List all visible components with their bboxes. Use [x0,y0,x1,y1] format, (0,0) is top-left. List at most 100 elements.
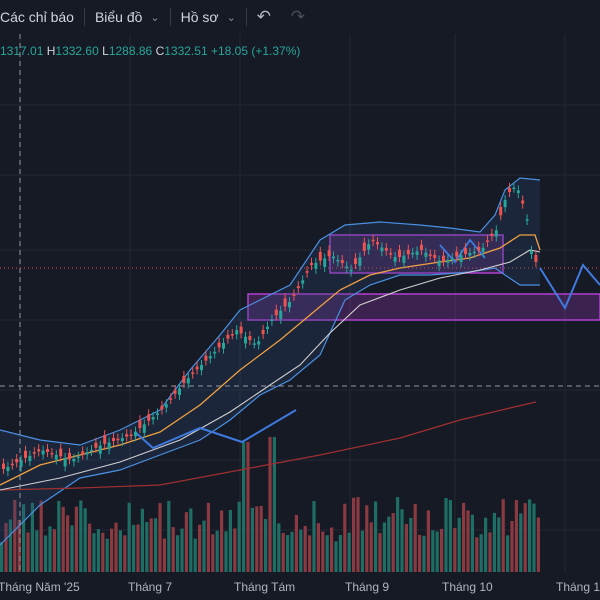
candle-body [336,259,340,262]
candle-body [358,257,362,266]
moving-average-orange [0,234,541,486]
volume-bar [299,529,303,572]
volume-bar [435,531,439,572]
volume-bar [242,442,246,572]
candle-body [24,450,27,458]
volume-bar [400,509,404,572]
candle-body [72,458,76,462]
candle-body [477,246,481,251]
volume-bar [532,503,536,572]
volume-bar [154,518,158,572]
change-value: +18.05 (+1.37%) [210,44,301,58]
volume-bar [303,525,307,572]
volume-bar [404,524,408,572]
candle-body [248,336,252,341]
volume-bar [202,520,206,572]
volume-bar [413,504,417,572]
volume-bar [523,503,527,572]
volume-bar [101,532,105,572]
volume-bar [316,523,320,572]
candle-body [380,247,384,252]
volume-bar [356,497,360,572]
volume-bar [312,500,316,572]
chart-type-dropdown[interactable]: Biểu đồ ⌄ [85,0,170,34]
candle-body [103,435,107,444]
price-chart[interactable] [0,34,600,572]
open-value: 1317.01 [0,44,44,58]
volume-bar [255,506,259,572]
candle-body [195,366,199,370]
candle-body [182,375,186,384]
candle-body [94,442,98,448]
high-value: 1332.60 [55,44,99,58]
volume-bar [294,514,298,572]
volume-bar [325,535,329,572]
candlesticks [2,182,538,477]
candle-body [442,255,445,262]
candle-body [98,445,102,454]
candle-body [116,438,120,441]
candle-body [415,251,419,255]
candle-body [318,251,322,261]
candle-body [503,199,507,208]
ohlc-legend: 1317.01 H1332.60 L1288.86 C1332.51 +18.0… [0,44,300,58]
volume-bar [418,534,422,572]
candle-body [459,255,463,262]
candle-body [138,420,142,428]
undo-button[interactable]: ↶ [247,0,281,34]
profile-dropdown[interactable]: Hồ sơ ⌄ [171,0,246,34]
volume-bar [382,522,386,572]
indicators-button[interactable]: Các chỉ báo [0,0,84,34]
bollinger-upper [0,177,541,446]
candle-body [450,258,454,260]
volume-bar [88,523,92,572]
volume-bar [171,527,175,572]
candle-body [186,378,190,384]
volume-bar [66,515,70,572]
volume-bar [457,517,461,572]
volume-bar [272,437,276,572]
moving-average-red [0,401,537,491]
profile-label: Hồ sơ [180,9,219,25]
candle-body [15,459,19,463]
candle-body [428,254,432,256]
volume-bar [462,502,466,572]
candle-body [367,244,371,250]
volume-bar [378,533,382,572]
volume-bar [39,500,43,572]
volume-bar [17,519,21,572]
close-label: C [155,44,165,58]
volume-bar [308,535,312,572]
candle-body [37,449,41,452]
volume-bar [268,437,272,572]
volume-bar [4,522,8,572]
candle-body [296,286,300,289]
candle-body [411,252,415,255]
candle-body [120,438,124,442]
volume-bar [347,532,351,572]
candle-body [486,240,489,242]
redo-button[interactable]: ↷ [281,0,315,34]
candle-body [323,258,327,267]
volume-bar [0,542,4,572]
candle-body [81,451,85,455]
volume-bar [176,535,180,572]
volume-bar [145,522,149,572]
volume-bar [387,516,391,572]
volume-bar [321,531,325,572]
candle-body [164,404,168,408]
volume-bar [501,499,505,572]
volume-bar [70,525,74,572]
volume-bar [479,534,483,572]
volume-bar [528,499,532,572]
volume-bar [52,529,56,572]
volume-bar [422,535,426,572]
volume-bar [492,512,496,572]
volume-bar [352,497,356,572]
candle-body [134,431,137,437]
indicators-label: Các chỉ báo [0,9,74,25]
candle-body [340,260,344,264]
candle-body [433,254,437,258]
candle-body [6,466,10,472]
candle-body [398,249,401,258]
